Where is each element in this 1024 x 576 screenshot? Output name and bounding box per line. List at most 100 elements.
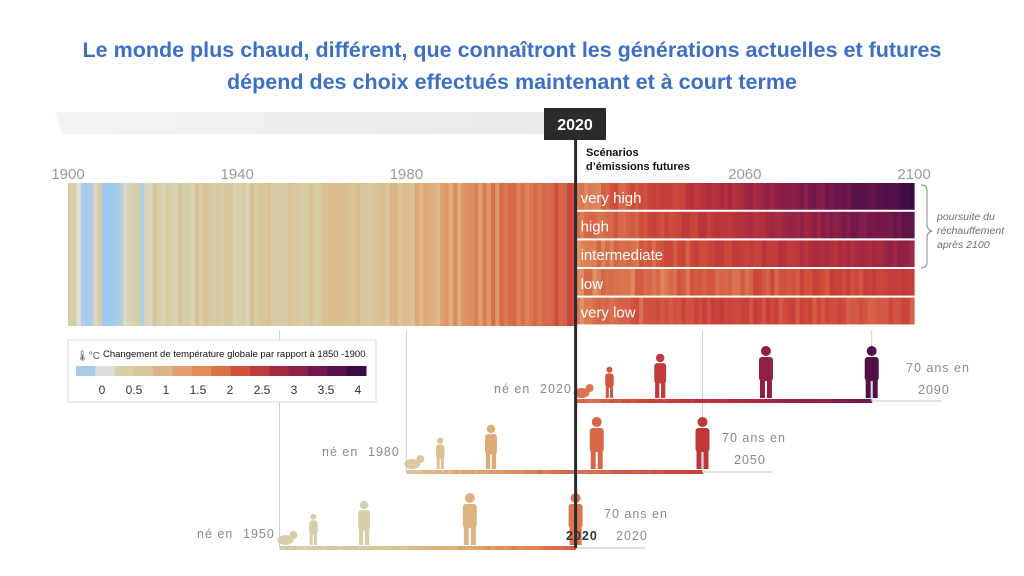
age-label: 70 ans en (722, 431, 786, 445)
scenario-stripe (816, 297, 822, 325)
legend-tick-label: 3.5 (318, 383, 335, 397)
life-stripe (359, 546, 365, 550)
year-stripe (512, 183, 517, 326)
year-stripe (351, 183, 357, 326)
life-stripe (719, 399, 725, 403)
generation-timelines: né en 1950 70 ans en 2020 né en 1980 70 ans en… (197, 330, 969, 550)
life-stripe (613, 470, 619, 474)
life-stripe (681, 470, 687, 474)
scenario-stripe (668, 268, 674, 296)
year-stripe (397, 183, 403, 326)
life-stripe (326, 546, 331, 550)
scenario-stripe (867, 183, 873, 210)
legend-swatch (230, 366, 251, 376)
year-stripe (491, 183, 496, 326)
life-stripe (402, 546, 407, 550)
scenario-stripe (681, 240, 687, 268)
scenario-stripe (706, 183, 712, 210)
life-stripe (419, 470, 424, 474)
year-stripe (550, 183, 556, 326)
scenario-stripe (719, 183, 725, 210)
scenario-stripe (617, 240, 623, 268)
life-stripe (376, 546, 382, 550)
scenario-stripe (892, 240, 898, 268)
scenario-stripe (825, 297, 830, 325)
scenario-stripe (715, 211, 721, 239)
scenario-stripe (630, 297, 636, 325)
year-stripe (567, 183, 572, 326)
year-stripe (317, 183, 323, 326)
scenario-stripe (651, 183, 657, 210)
scenario-stripe (888, 268, 894, 296)
year-stripe (144, 183, 149, 326)
scenario-stripe (579, 183, 585, 210)
scenario-stripe (592, 183, 598, 210)
life-stripe (292, 546, 298, 550)
scenario-stripe (672, 211, 678, 239)
scenario-stripe (685, 240, 691, 268)
scenario-stripe (871, 211, 877, 239)
scenario-stripe (825, 211, 830, 239)
year-stripe (448, 183, 454, 326)
life-stripe (300, 546, 306, 550)
scenario-stripe (787, 211, 792, 239)
life-stripe (529, 470, 534, 474)
scenario-stripe (647, 268, 653, 296)
year-stripe (385, 183, 391, 326)
scenario-stripe (744, 183, 750, 210)
scenario-stripe (579, 240, 585, 268)
person-leg (766, 380, 772, 398)
life-stripe (461, 546, 467, 550)
legend-swatch (134, 366, 154, 376)
scenario-stripe (727, 240, 733, 268)
scenario-stripe (698, 268, 704, 296)
scenario-stripe (749, 240, 754, 268)
scenario-stripe (761, 268, 767, 296)
year-stripe (173, 183, 179, 326)
scenario-stripe (710, 211, 716, 239)
person-icon (758, 346, 773, 398)
year-stripe (520, 183, 526, 326)
scenario-stripe (664, 268, 670, 296)
scenario-stripe (647, 211, 653, 239)
scenario-stripe (846, 183, 852, 210)
scenario-stripe (875, 240, 881, 268)
year-stripe (271, 183, 276, 326)
year-stripe (84, 183, 90, 326)
life-stripe (596, 399, 602, 403)
scenario-stripe (719, 240, 725, 268)
year-stripe (266, 183, 272, 326)
scenario-stripe (846, 211, 852, 239)
scenario-stripe (892, 211, 898, 239)
scenario-stripe (668, 183, 674, 210)
year-stripe (507, 183, 513, 326)
year-stripe (80, 183, 86, 326)
scenario-stripe (884, 268, 890, 296)
person-head (591, 417, 602, 427)
life-stripe (524, 546, 530, 550)
scenario-stripe (791, 211, 797, 239)
marker-bottom-year: 2020 (566, 529, 598, 543)
scenario-stripe (575, 183, 581, 210)
life-stripe (512, 546, 517, 550)
scenario-stripe (892, 297, 898, 325)
scenario-stripe (609, 268, 615, 296)
life-stripe (681, 399, 687, 403)
scenario-stripe (613, 211, 619, 239)
scenario-stripe (660, 211, 666, 239)
scenario-stripe (850, 297, 856, 325)
life-stripe (651, 470, 657, 474)
year-stripe (545, 183, 551, 326)
scenario-stripe (820, 268, 826, 296)
scenario-stripe (799, 211, 805, 239)
life-stripe (837, 399, 843, 403)
scenario-stripe (575, 211, 581, 239)
scenario-stripe (698, 240, 704, 268)
scenario-stripe (617, 183, 623, 210)
scenario-stripe (651, 297, 657, 325)
bracket-icon (920, 184, 933, 269)
life-stripe (283, 546, 289, 550)
year-stripe (228, 183, 234, 326)
life-stripe (397, 546, 403, 550)
year-stripe (478, 183, 484, 326)
